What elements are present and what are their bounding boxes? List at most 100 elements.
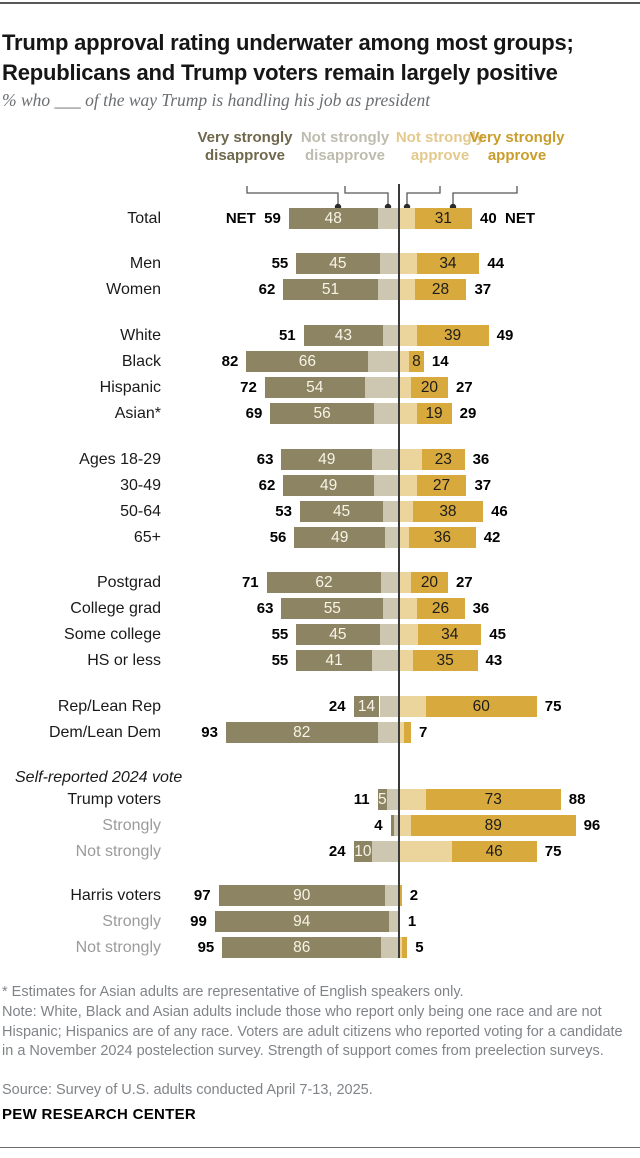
row-label: Asian*	[114, 405, 161, 422]
very-strongly-disapprove-value: 49	[319, 477, 338, 494]
chart-row-total: Total NET 59 40 NET 48 31	[0, 208, 640, 229]
very-strongly-approve-value: 20	[420, 379, 439, 396]
net-disapprove-value: 97	[193, 887, 211, 904]
net-disapprove-value: 4	[374, 817, 383, 834]
net-disapprove-value: 72	[240, 379, 257, 396]
very-strongly-disapprove-value: 55	[323, 600, 341, 617]
bar-segment-not-strongly-approve	[398, 501, 413, 522]
bar-segment-not-strongly-approve	[398, 572, 411, 593]
row-label: 30-49	[120, 477, 161, 494]
chart-row-white: White 51 49 43 39	[0, 325, 640, 346]
very-strongly-approve-value: 26	[431, 600, 450, 617]
net-disapprove-value: 24	[328, 843, 346, 860]
bar-segment-very-strongly-disapprove	[218, 885, 386, 906]
very-strongly-approve-value: 89	[484, 817, 502, 834]
very-strongly-disapprove-value: 41	[325, 652, 343, 669]
net-approve-value: 44	[487, 255, 505, 272]
chart-row-asian-: Asian* 69 29 56 19	[0, 403, 640, 424]
chart-title: Trump approval rating underwater among m…	[2, 28, 638, 88]
bar-segment-very-strongly-disapprove	[353, 841, 373, 862]
chart-row-college-grad: College grad 63 36 55 26	[0, 598, 640, 619]
bar-segment-not-strongly-disapprove	[394, 815, 398, 836]
bar-segment-very-strongly-disapprove	[283, 475, 374, 496]
very-strongly-disapprove-value: 82	[293, 724, 311, 741]
very-strongly-disapprove-value: 14	[357, 698, 376, 715]
bar-segment-not-strongly-approve	[398, 253, 417, 274]
bar-segment-very-strongly-approve	[401, 937, 408, 958]
row-label: White	[120, 327, 161, 344]
bar-segment-very-strongly-approve	[412, 501, 484, 522]
chart-subtitle: % who ___ of the way Trump is handling h…	[2, 90, 431, 110]
chart-row-50-64: 50-64 53 46 45 38	[0, 501, 640, 522]
bar-segment-very-strongly-disapprove	[283, 279, 378, 300]
row-label: Postgrad	[96, 574, 161, 591]
legend-label-very-strongly-disapprove: Very strongly disapprove	[197, 129, 293, 164]
bar-segment-not-strongly-disapprove	[383, 501, 398, 522]
row-label: College grad	[70, 600, 161, 617]
chart-row-postgrad: Postgrad 71 27 62 20	[0, 572, 640, 593]
net-approve-value: 7	[418, 724, 428, 741]
row-label: Strongly	[102, 913, 161, 930]
very-strongly-disapprove-value: 45	[332, 503, 351, 520]
chart-row-ages-18-29: Ages 18-29 63 36 49 23	[0, 449, 640, 470]
bar-segment-not-strongly-disapprove	[381, 937, 398, 958]
bar-segment-not-strongly-disapprove	[373, 403, 398, 424]
bar-segment-not-strongly-approve	[398, 279, 415, 300]
bar-segment-not-strongly-disapprove	[383, 325, 398, 346]
very-strongly-disapprove-value: 90	[293, 887, 311, 904]
very-strongly-approve-value: 8	[412, 353, 421, 370]
bar-segment-very-strongly-disapprove	[270, 403, 374, 424]
row-label: Strongly	[102, 817, 161, 834]
row-label: Men	[129, 255, 161, 272]
very-strongly-approve-value: 35	[436, 652, 454, 669]
bar-segment-not-strongly-disapprove	[372, 449, 398, 470]
bar-segment-not-strongly-disapprove	[388, 911, 398, 932]
row-label: Dem/Lean Dem	[48, 724, 161, 741]
bar-segment-not-strongly-disapprove	[372, 841, 398, 862]
top-rule	[0, 2, 640, 4]
very-strongly-disapprove-value: 51	[321, 281, 340, 298]
net-disapprove-value: 82	[221, 353, 239, 370]
footnote-note: Note: White, Black and Asian adults incl…	[2, 1004, 623, 1059]
bar-segment-not-strongly-disapprove	[386, 789, 398, 810]
bar-segment-very-strongly-disapprove	[214, 911, 389, 932]
very-strongly-approve-value: 20	[420, 574, 439, 591]
net-disapprove-value: NET 59	[225, 210, 281, 227]
bar-segment-very-strongly-disapprove	[281, 598, 384, 619]
net-disapprove-value: 95	[197, 939, 215, 956]
row-label: Black	[121, 353, 161, 370]
bar-segment-not-strongly-approve	[398, 815, 411, 836]
net-disapprove-value: 99	[190, 913, 207, 930]
row-label: Women	[106, 281, 161, 298]
chart-row-30-49: 30-49 62 37 49 27	[0, 475, 640, 496]
title-line-1: Trump approval rating underwater among m…	[2, 30, 574, 55]
net-approve-value: 40 NET	[480, 210, 536, 227]
row-label: 50-64	[120, 503, 161, 520]
net-approve-value: 2	[409, 887, 419, 904]
bar-segment-not-strongly-approve	[398, 475, 417, 496]
bar-segment-very-strongly-approve	[414, 208, 472, 229]
row-label: Hispanic	[99, 379, 161, 396]
bar-segment-not-strongly-disapprove	[377, 208, 398, 229]
very-strongly-approve-value: 27	[432, 477, 451, 494]
bar-segment-very-strongly-approve	[418, 624, 482, 645]
section-label-self-reported-2024-vote: Self-reported 2024 vote	[15, 769, 183, 786]
very-strongly-disapprove-value: 62	[315, 574, 333, 591]
bar-segment-very-strongly-disapprove	[303, 325, 384, 346]
chart-row-harris-voters: Harris voters 97 2 90	[0, 885, 640, 906]
very-strongly-disapprove-value: 45	[329, 255, 347, 272]
bar-segment-not-strongly-approve	[398, 650, 413, 671]
very-strongly-disapprove-value: 66	[298, 353, 316, 370]
bar-segment-not-strongly-disapprove	[372, 650, 398, 671]
legend-label-very-strongly-approve: Very strongly approve	[469, 129, 565, 164]
row-label: Trump voters	[67, 791, 161, 808]
chart-row-hispanic: Hispanic 72 27 54 20	[0, 377, 640, 398]
bar-segment-not-strongly-approve	[398, 351, 410, 372]
chart-row-self-reported-2024-vote: Self-reported 2024 vote	[0, 767, 640, 788]
row-label: Total	[127, 210, 161, 227]
row-label: Harris voters	[70, 887, 161, 904]
net-approve-value: 37	[474, 281, 492, 298]
bar-segment-not-strongly-disapprove	[379, 253, 398, 274]
bar-segment-very-strongly-disapprove	[246, 351, 369, 372]
chart-row-some-college: Some college 55 45 45 34	[0, 624, 640, 645]
